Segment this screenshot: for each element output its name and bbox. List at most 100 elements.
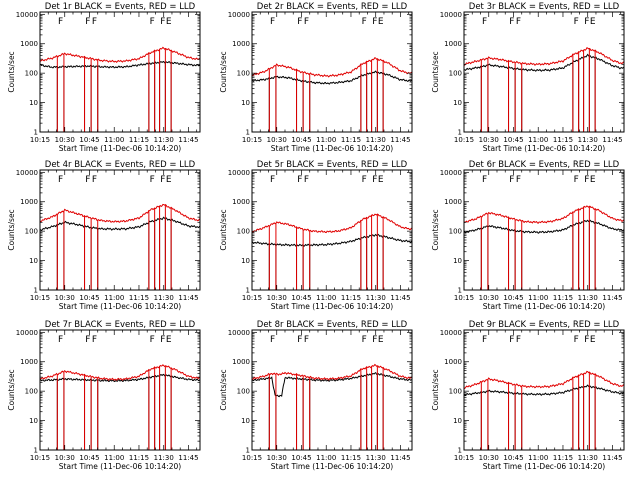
y-tick-label: 10 [453,417,462,425]
y-axis-label: Counts/sec [7,209,16,250]
y-tick-label: 1 [458,287,462,295]
x-tick-label: 11:15 [129,454,149,462]
plot-frame [39,11,201,133]
y-tick-label: 1000 [232,40,250,48]
flag-label: F [304,335,309,345]
panel-title: Det 2r BLACK = Events, RED = LLD [257,2,408,12]
y-tick-label: 10000 [440,11,462,19]
plot-frame [39,169,201,291]
x-tick-label: 10:30 [55,454,75,462]
flag-label: F [362,335,367,345]
x-tick-label: 11:45 [178,454,198,462]
flag-label: E [166,175,172,185]
flag-label: F [516,175,521,185]
flag-label: E [166,335,172,345]
flag-label: F [372,335,377,345]
y-axis-label: Counts/sec [219,51,228,92]
flag-label: F [150,175,155,185]
flag-label: F [297,175,302,185]
y-tick-label: 100 [237,388,250,396]
series-line-events [40,373,200,383]
x-tick-label: 10:30 [55,294,75,302]
flag-label: F [509,175,514,185]
x-tick-label: 11:15 [553,454,573,462]
y-tick-label: 100 [25,70,38,78]
x-tick-label: 11:00 [104,454,124,462]
x-tick-label: 11:30 [154,136,174,144]
panel-title: Det 8r BLACK = Events, RED = LLD [257,320,408,330]
x-tick-label: 10:30 [479,294,499,302]
x-tick-label: 11:00 [528,294,548,302]
flag-label: F [482,335,487,345]
series-line-events [464,53,624,72]
y-tick-label: 1000 [20,40,38,48]
flag-label: F [92,17,97,27]
y-axis-label: Counts/sec [431,51,440,92]
series-line-events [464,219,624,234]
y-tick-label: 10000 [440,329,462,337]
x-tick-label: 10:45 [291,294,311,302]
y-tick-label: 1 [34,129,38,137]
series-line-lld [40,46,200,64]
panel-title: Det 4r BLACK = Events, RED = LLD [45,160,196,170]
x-tick-label: 11:45 [602,136,622,144]
x-tick-label: 11:45 [390,294,410,302]
panel-title: Det 9r BLACK = Events, RED = LLD [469,320,620,330]
y-tick-label: 1000 [20,358,38,366]
y-tick-label: 1000 [444,358,462,366]
x-tick-label: 11:30 [578,454,598,462]
flag-label: E [378,17,384,27]
flag-label: F [150,335,155,345]
flag-label: F [92,175,97,185]
flag-label: F [584,335,589,345]
series-line-events [464,384,624,396]
x-tick-label: 11:30 [154,294,174,302]
y-axis-label: Counts/sec [7,369,16,410]
x-tick-label: 11:00 [316,454,336,462]
panel-title: Det 3r BLACK = Events, RED = LLD [469,2,620,12]
series-line-lld [464,205,624,224]
y-tick-label: 1000 [232,198,250,206]
x-tick-label: 10:15 [454,136,474,144]
flag-label: F [584,175,589,185]
curve-group [252,213,412,290]
y-tick-label: 10000 [16,329,38,337]
flag-label: F [270,175,275,185]
flag-label: F [516,17,521,27]
y-tick-label: 10 [29,99,38,107]
flag-label: F [160,17,165,27]
flag-label: F [304,175,309,185]
y-tick-label: 1 [458,447,462,455]
y-tick-label: 10 [241,257,250,265]
x-tick-label: 11:15 [341,454,361,462]
y-tick-label: 100 [25,228,38,236]
y-tick-label: 1 [246,447,250,455]
x-tick-label: 11:30 [366,136,386,144]
x-tick-label: 11:45 [178,136,198,144]
x-tick-label: 11:45 [390,136,410,144]
flag-label: F [509,335,514,345]
y-axis-label: Counts/sec [431,209,440,250]
flag-label: F [574,335,579,345]
y-tick-label: 10000 [16,11,38,19]
x-tick-label: 11:30 [366,454,386,462]
y-tick-label: 1000 [444,198,462,206]
flag-label: F [509,17,514,27]
y-tick-label: 10 [29,417,38,425]
plot-frame [463,329,625,451]
x-tick-label: 10:45 [291,454,311,462]
y-tick-label: 1 [34,287,38,295]
flag-label: F [304,17,309,27]
flag-label: E [590,175,596,185]
x-tick-label: 11:15 [553,136,573,144]
x-axis-label: Start Time (11-Dec-06 10:14:20) [483,144,605,153]
flag-label: F [584,17,589,27]
x-axis-label: Start Time (11-Dec-06 10:14:20) [59,302,181,311]
x-axis-label: Start Time (11-Dec-06 10:14:20) [483,302,605,311]
curve-group [252,363,412,450]
x-tick-label: 11:15 [129,136,149,144]
